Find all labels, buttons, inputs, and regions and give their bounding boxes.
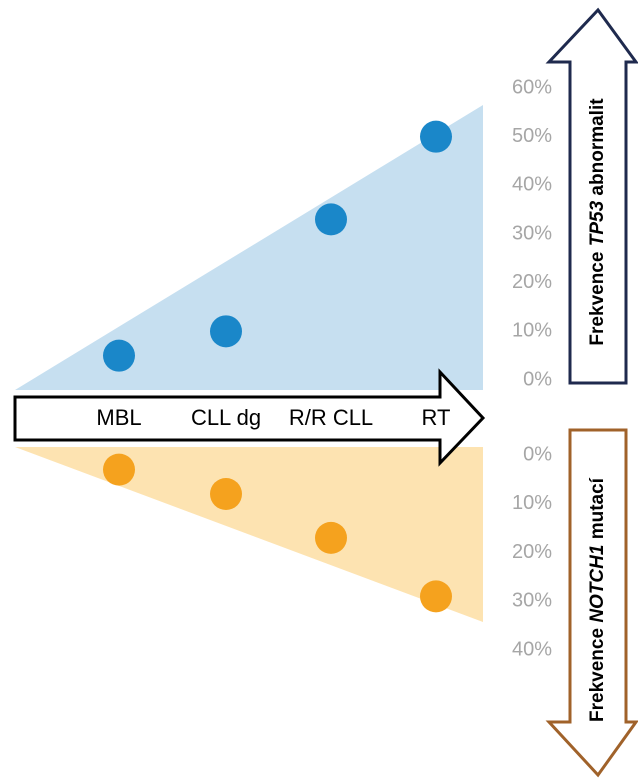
- chart-layer: MBL CLL dg R/R CLL RT 0% 10% 20% 30% 40% 50% 60% Fr…: [96, 76, 608, 722]
- y-tick-label: 20%: [512, 271, 552, 293]
- data-point: [210, 315, 242, 348]
- y-axis-label-part: TP53: [587, 200, 608, 246]
- x-category-label: RT: [422, 405, 451, 430]
- y-tick-label: 40%: [512, 174, 552, 196]
- y-tick-label: 20%: [512, 541, 552, 563]
- data-point: [420, 580, 452, 613]
- x-category-label: R/R CLL: [289, 405, 373, 430]
- y-tick-label: 50%: [512, 125, 552, 147]
- y-axis-label-part: Frekvence: [587, 623, 608, 722]
- data-point: [210, 478, 242, 510]
- y-axis-label: Frekvence NOTCH1 mutací: [587, 477, 608, 722]
- y-axis-label: Frekvence TP53 abnormalit: [587, 98, 608, 346]
- data-point: [420, 120, 452, 153]
- notch1-arrow: [545, 428, 638, 778]
- data-point: [315, 203, 347, 236]
- x-category-label: CLL dg: [191, 405, 261, 430]
- data-point: [103, 453, 135, 486]
- y-tick-label: 10%: [512, 320, 552, 342]
- x-category-label: MBL: [96, 405, 141, 430]
- y-tick-label: 40%: [512, 638, 552, 660]
- y-tick-label: 10%: [512, 492, 552, 514]
- tp53-arrow: [545, 7, 638, 385]
- tp53-area: [15, 105, 483, 390]
- y-axis-label-part: mutací: [587, 477, 608, 544]
- x-axis-arrow: [13, 368, 486, 467]
- y-tick-label: 0%: [523, 368, 552, 390]
- y-axis-label-part: abnormalit: [587, 98, 608, 201]
- y-tick-label: 30%: [512, 590, 552, 612]
- y-tick-label: 60%: [512, 76, 552, 98]
- y-axis-label-part: Frekvence: [587, 246, 608, 345]
- data-point: [103, 339, 135, 372]
- notch1-area: [15, 447, 483, 622]
- y-tick-label: 0%: [523, 443, 552, 465]
- data-point: [315, 521, 347, 554]
- y-axis-label-part: NOTCH1: [587, 545, 608, 623]
- y-tick-label: 30%: [512, 222, 552, 244]
